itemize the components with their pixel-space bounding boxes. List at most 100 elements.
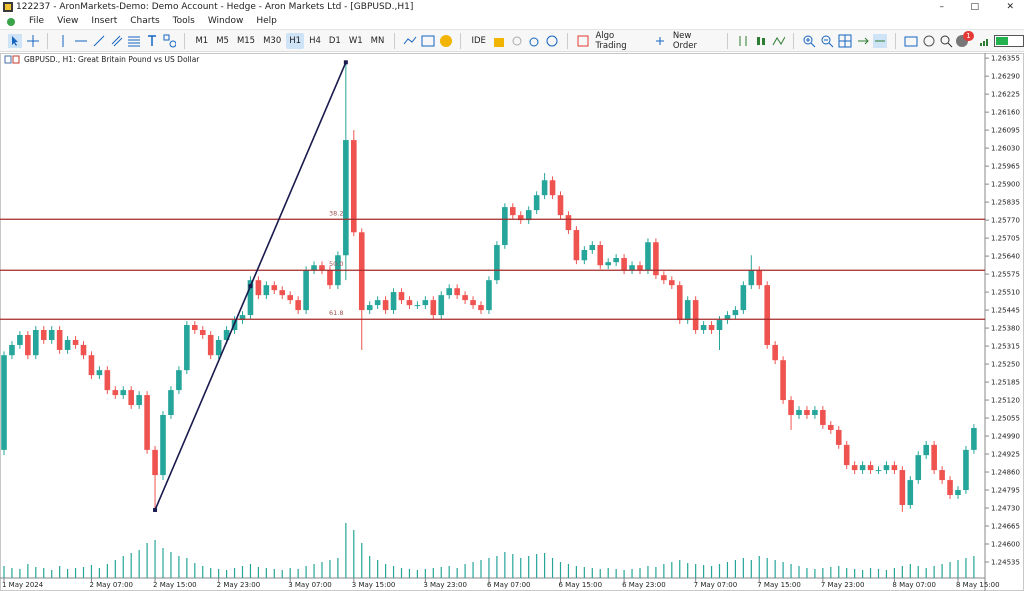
candle-body xyxy=(343,140,349,256)
timeframe-button[interactable]: D1 xyxy=(328,35,341,46)
candle-body xyxy=(478,305,484,311)
timeframe-button[interactable]: MN xyxy=(370,35,385,46)
volume-bar xyxy=(901,566,903,578)
candle-body xyxy=(517,215,524,221)
timeframe-button[interactable]: M1 xyxy=(195,35,209,46)
menu-item[interactable]: File xyxy=(29,16,45,26)
symbol-icon xyxy=(4,55,12,64)
bar-chart-button[interactable] xyxy=(736,34,750,48)
algo-trading-button[interactable]: Algo Trading xyxy=(595,30,627,51)
candle-body xyxy=(255,280,262,296)
candle-body xyxy=(279,290,286,296)
menu-item[interactable]: View xyxy=(57,16,79,26)
timeframe-button[interactable]: H4 xyxy=(309,35,321,46)
trendline-tool[interactable] xyxy=(92,34,106,48)
candle-body xyxy=(48,330,55,340)
cloud-button[interactable] xyxy=(527,34,541,48)
x-tick-label: 6 May 07:00 xyxy=(487,581,531,589)
chart-frame xyxy=(0,53,1024,591)
volume-bar xyxy=(869,568,872,578)
fibo-tool[interactable] xyxy=(127,34,141,48)
candle-body xyxy=(828,424,834,430)
hline-tool[interactable] xyxy=(74,34,88,48)
volume-bar xyxy=(798,566,800,578)
indicators-button[interactable] xyxy=(403,34,417,48)
volume-bar xyxy=(687,563,689,578)
templates-button[interactable] xyxy=(421,34,435,48)
y-tick-label: 1.24535 xyxy=(991,559,1020,567)
volume-bar xyxy=(917,566,919,578)
line-chart-button[interactable] xyxy=(772,34,786,48)
settings-button[interactable] xyxy=(922,34,936,48)
maximize-button[interactable]: □ xyxy=(970,2,979,12)
volume-bar xyxy=(416,570,418,578)
zoom-out-button[interactable] xyxy=(820,34,834,48)
x-tick-label: 6 May 15:00 xyxy=(559,581,603,589)
candle-body xyxy=(40,330,47,340)
channel-tool[interactable] xyxy=(110,34,124,48)
cursor-tool[interactable] xyxy=(8,33,22,48)
timeframe-button[interactable]: M15 xyxy=(236,35,256,46)
vline-tool[interactable] xyxy=(56,34,70,48)
volume-bar xyxy=(504,552,506,578)
volume-bar xyxy=(90,565,93,578)
tile-button[interactable] xyxy=(838,34,852,48)
volume-bar xyxy=(949,562,951,578)
close-button[interactable]: ✕ xyxy=(1006,2,1014,12)
volume-bar xyxy=(19,569,21,578)
separator xyxy=(566,32,568,49)
menu-item[interactable]: Window xyxy=(207,16,244,26)
separator xyxy=(727,32,729,49)
candle-body xyxy=(565,215,572,231)
candle-body xyxy=(700,325,707,331)
menu-item[interactable]: Insert xyxy=(91,16,118,26)
market-button[interactable] xyxy=(492,34,506,48)
menu-item[interactable]: Charts xyxy=(130,16,160,26)
candle-chart-button[interactable] xyxy=(754,34,768,48)
radio-button[interactable] xyxy=(510,34,524,48)
candle-body xyxy=(843,444,850,466)
volume-bar xyxy=(877,569,880,578)
shapes-tool[interactable] xyxy=(163,34,177,48)
volume-bar xyxy=(43,568,45,578)
volume-bar xyxy=(146,543,148,578)
search-button[interactable] xyxy=(939,34,953,48)
vps-button[interactable] xyxy=(545,34,559,48)
algo-trading-icon xyxy=(577,35,589,46)
volume-bar xyxy=(122,556,124,578)
minimize-button[interactable]: – xyxy=(939,2,945,12)
notifications[interactable]: 1 xyxy=(955,30,977,49)
volume-bar xyxy=(639,568,641,578)
volume-bar xyxy=(241,566,244,578)
autoscroll-button[interactable] xyxy=(856,34,870,48)
timeframe-button[interactable]: H1 xyxy=(286,32,305,49)
volume-bar xyxy=(226,570,228,578)
volume-bar xyxy=(27,564,29,578)
candle-body xyxy=(168,390,174,416)
shift-button[interactable] xyxy=(873,33,888,48)
y-tick-label: 1.25900 xyxy=(991,181,1020,189)
timeframe-button[interactable]: M5 xyxy=(216,35,229,46)
text-tool[interactable] xyxy=(145,34,159,48)
candle-body xyxy=(581,250,588,261)
candle-body xyxy=(207,334,214,356)
signals-button[interactable] xyxy=(439,34,453,48)
candle-body xyxy=(366,305,373,311)
menu-item[interactable]: Help xyxy=(256,16,277,26)
volume-bar xyxy=(893,568,895,578)
timeframe-button[interactable]: M30 xyxy=(263,35,282,46)
new-order-button[interactable]: New Order xyxy=(672,30,697,51)
zoom-in-button[interactable] xyxy=(802,34,816,48)
volume-bar xyxy=(194,563,196,578)
timeframe-button[interactable]: W1 xyxy=(348,35,363,46)
candle-body xyxy=(56,330,63,350)
candle-body xyxy=(748,270,755,286)
crosshair-tool[interactable] xyxy=(26,34,40,48)
volume-bar xyxy=(726,562,729,578)
ide-button[interactable]: IDE xyxy=(471,35,486,46)
candle-body xyxy=(112,390,119,396)
y-tick-label: 1.24795 xyxy=(991,487,1020,495)
menu-item[interactable]: Tools xyxy=(172,16,195,26)
screenshot-button[interactable] xyxy=(904,34,918,48)
volume-bar xyxy=(154,540,156,578)
